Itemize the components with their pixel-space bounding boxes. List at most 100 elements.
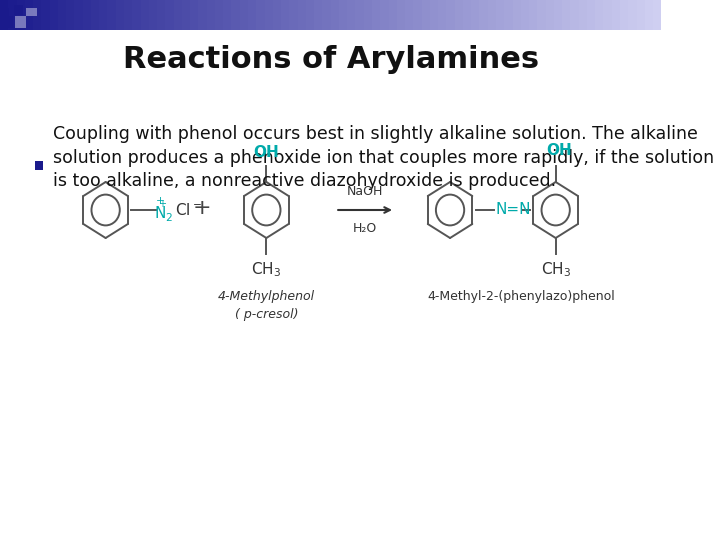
Bar — [26, 8, 37, 16]
Bar — [166, 0, 174, 30]
Bar — [231, 0, 240, 30]
Bar — [2, 8, 9, 16]
Bar — [66, 0, 74, 30]
Text: Reactions of Arylamines: Reactions of Arylamines — [122, 45, 539, 75]
Text: CH$_3$: CH$_3$ — [251, 260, 282, 279]
Bar — [653, 0, 661, 30]
Bar — [487, 0, 496, 30]
Bar — [347, 0, 356, 30]
Bar — [629, 0, 636, 30]
Bar — [306, 0, 314, 30]
Bar — [149, 0, 157, 30]
Bar — [595, 0, 603, 30]
Bar — [389, 0, 397, 30]
Bar — [636, 0, 645, 30]
Bar — [35, 161, 43, 170]
Bar — [116, 0, 124, 30]
Bar — [463, 0, 471, 30]
Bar — [2, 16, 13, 28]
Text: CH$_3$: CH$_3$ — [541, 260, 571, 279]
Bar — [215, 0, 223, 30]
Bar — [496, 0, 504, 30]
Bar — [430, 0, 438, 30]
Bar — [8, 0, 17, 30]
Bar — [330, 0, 339, 30]
Bar — [422, 0, 430, 30]
Bar — [397, 0, 405, 30]
Bar — [314, 0, 323, 30]
Bar — [207, 0, 215, 30]
Bar — [372, 0, 380, 30]
Bar — [537, 0, 546, 30]
Bar — [380, 0, 389, 30]
Bar — [182, 0, 190, 30]
Bar — [264, 0, 273, 30]
Bar — [471, 0, 480, 30]
Bar — [612, 0, 620, 30]
Bar — [281, 0, 289, 30]
Bar — [513, 0, 521, 30]
Bar — [17, 0, 24, 30]
Bar — [289, 0, 297, 30]
Text: +: + — [193, 198, 212, 218]
Bar — [41, 0, 50, 30]
Bar — [33, 0, 41, 30]
Bar — [356, 0, 364, 30]
Bar — [620, 0, 629, 30]
Bar — [99, 0, 107, 30]
Bar — [297, 0, 306, 30]
Bar — [74, 0, 83, 30]
Bar — [587, 0, 595, 30]
Bar — [107, 0, 116, 30]
Bar — [248, 0, 256, 30]
Bar — [570, 0, 579, 30]
Bar — [504, 0, 513, 30]
Text: Coupling with phenol occurs best in slightly alkaline solution. The alkaline sol: Coupling with phenol occurs best in slig… — [53, 125, 714, 190]
Bar — [413, 0, 422, 30]
Text: +: + — [158, 199, 166, 209]
Bar — [364, 0, 372, 30]
Text: OH: OH — [253, 145, 279, 160]
Text: $\rm \overset{+}{N}_2$: $\rm \overset{+}{N}_2$ — [154, 195, 174, 224]
Bar — [240, 0, 248, 30]
Bar — [529, 0, 537, 30]
Bar — [446, 0, 454, 30]
Bar — [50, 0, 58, 30]
Bar — [323, 0, 330, 30]
Bar — [124, 0, 132, 30]
Bar — [0, 0, 8, 30]
Bar — [256, 0, 264, 30]
Text: 4-Methyl-2-(phenylazo)phenol: 4-Methyl-2-(phenylazo)phenol — [428, 290, 615, 303]
Bar — [454, 0, 463, 30]
Bar — [554, 0, 562, 30]
Bar — [562, 0, 570, 30]
Text: OH: OH — [546, 143, 572, 158]
Bar — [83, 0, 91, 30]
Bar — [132, 0, 140, 30]
Bar — [14, 5, 23, 15]
Text: Cl$^-$: Cl$^-$ — [174, 202, 202, 218]
Bar — [58, 0, 66, 30]
Bar — [174, 0, 182, 30]
Bar — [140, 0, 149, 30]
Bar — [24, 0, 33, 30]
Bar — [546, 0, 554, 30]
Bar — [157, 0, 166, 30]
Bar — [339, 0, 347, 30]
Bar — [14, 16, 26, 28]
Bar — [190, 0, 199, 30]
Bar — [405, 0, 413, 30]
Text: 4-Methylphenol
( p-cresol): 4-Methylphenol ( p-cresol) — [217, 290, 315, 321]
Bar — [91, 0, 99, 30]
Text: N=N: N=N — [495, 201, 531, 217]
Text: H₂O: H₂O — [353, 222, 377, 235]
Bar — [645, 0, 653, 30]
Bar — [199, 0, 207, 30]
Bar — [579, 0, 587, 30]
Bar — [438, 0, 446, 30]
Bar — [480, 0, 487, 30]
Text: NaOH: NaOH — [347, 185, 383, 198]
Bar — [521, 0, 529, 30]
Bar — [223, 0, 231, 30]
Bar — [273, 0, 281, 30]
